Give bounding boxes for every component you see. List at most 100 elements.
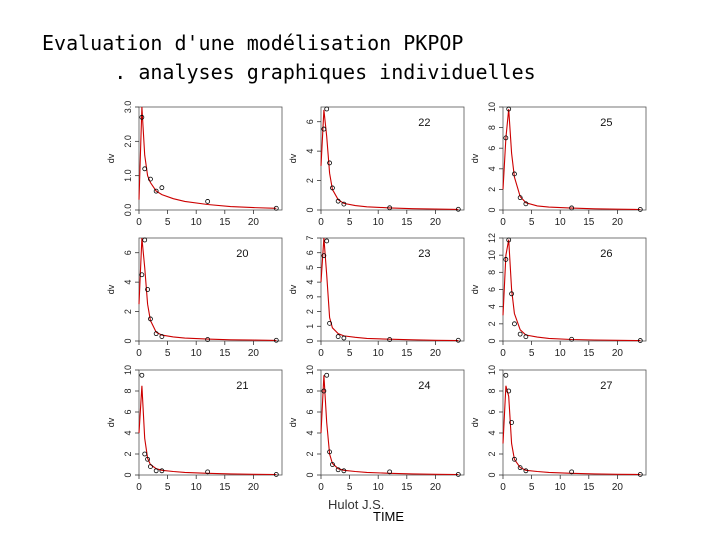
fitted-curve [320,109,459,210]
data-point [139,272,145,278]
y-tick-label: 8 [487,270,497,275]
data-point [506,106,512,112]
data-point [512,456,517,462]
y-tick-label: 1.0 [123,169,133,182]
data-point [455,337,461,343]
y-axis-title: dv [470,153,480,163]
panel-frame [502,237,647,342]
y-tick-label: 10 [487,102,497,112]
data-point [327,449,332,455]
panel-frame [138,369,283,476]
slide-title-line-1: Evaluation d'une modélisation PKPOP [42,31,464,55]
data-point [139,114,145,120]
data-point [142,451,148,457]
y-tick-label: 4 [123,280,133,285]
y-axis-title: dv [470,417,480,427]
data-point [324,106,330,112]
data-point [335,198,341,204]
data-point [509,420,514,425]
fitted-curve [138,106,277,209]
y-tick-label: 4 [123,430,133,435]
y-tick-label: 0 [487,472,497,477]
data-point [139,372,145,378]
panel-1: 0 5 10 15 20 0.0 1.0 2.0 3.0 dv [106,101,283,228]
data-point [512,171,517,177]
panel-frame [138,106,283,211]
y-tick-label: 6 [305,119,315,124]
x-tick-label: 5 [165,217,171,228]
data-point [517,465,523,471]
data-point [517,195,523,201]
x-tick-label: 20 [430,482,442,493]
data-point [523,334,529,340]
x-tick-label: 20 [612,482,624,493]
y-tick-label: 3.0 [123,101,133,114]
x-tick-label: 0 [500,217,506,228]
panel-frame [320,106,465,211]
y-tick-label: 8 [487,125,497,130]
data-point [327,160,332,166]
panel-9: 0 5 10 15 20 0 2 4 6 8 10 dv 27 [470,365,647,493]
x-tick-label: 20 [430,217,442,228]
x-tick-label: 10 [555,217,567,228]
panel-id-label: 20 [236,248,248,260]
y-tick-label: 2 [487,451,497,456]
data-point [148,176,153,182]
panel-id-label: 24 [418,380,430,392]
x-tick-label: 10 [373,482,385,493]
y-tick-label: 3 [305,294,315,299]
fitted-curve [138,385,277,476]
y-tick-label: 6 [305,250,315,255]
data-point [509,291,514,297]
y-tick-label: 4 [305,280,315,285]
data-point [153,331,159,337]
y-tick-label: 2 [487,187,497,192]
panel-id-label: 22 [418,117,430,129]
data-point [273,205,279,211]
panel-frame [320,237,465,342]
data-point [569,205,575,211]
data-point [327,320,332,326]
x-tick-label: 15 [219,482,231,493]
panel-id-label: 23 [418,248,430,260]
panel-6: 0 5 10 15 20 0 2 4 6 8 10 12 dv 26 [470,233,647,359]
x-tick-label: 15 [219,348,231,359]
y-tick-label: 0 [487,338,497,343]
x-tick-label: 0 [318,217,324,228]
data-point [637,472,643,477]
x-tick-label: 10 [555,482,567,493]
y-tick-label: 6 [123,250,133,255]
y-axis-title: dv [288,417,298,427]
data-point [637,207,643,212]
data-point [341,201,347,207]
data-point [455,206,461,212]
data-point [324,372,330,378]
x-tick-label: 0 [500,348,506,359]
x-tick-label: 15 [583,217,595,228]
data-point [148,316,153,322]
data-point [205,469,211,475]
data-point [330,185,335,191]
data-point [503,135,509,141]
fitted-curve [502,239,641,342]
data-point [455,472,461,477]
y-tick-label: 1 [305,324,315,329]
x-tick-label: 0 [500,482,506,493]
y-tick-label: 4 [487,166,497,171]
fitted-curve [502,109,641,211]
data-point [324,238,330,244]
y-axis-title: dv [470,284,480,294]
x-tick-label: 0 [318,348,324,359]
panel-id-label: 25 [600,117,612,129]
panel-id-label: 27 [600,380,612,392]
x-tick-label: 0 [136,348,142,359]
x-tick-label: 15 [401,348,413,359]
x-tick-label: 20 [248,348,260,359]
data-point [153,188,159,194]
x-tick-label: 10 [191,217,203,228]
data-point [142,166,148,172]
y-tick-label: 0 [487,207,497,212]
x-axis-label: TIME [373,509,405,524]
y-tick-label: 2 [305,178,315,183]
data-point [321,126,327,132]
